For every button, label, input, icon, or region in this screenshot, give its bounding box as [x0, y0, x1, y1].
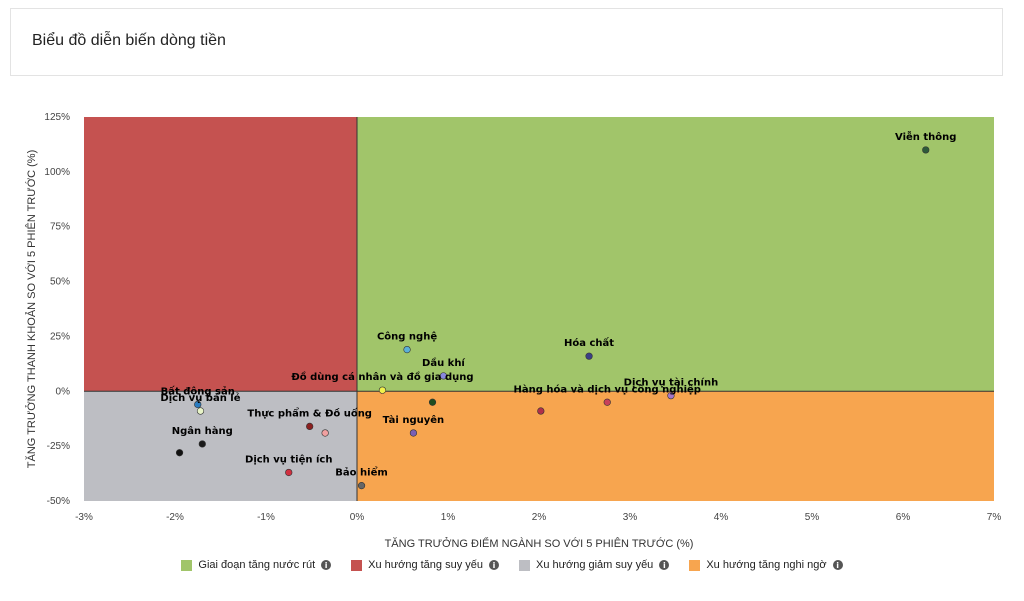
point-label: Tài nguyên [383, 414, 445, 426]
y-tick-label: 100% [44, 167, 70, 178]
info-icon[interactable]: i [489, 560, 499, 570]
y-tick-label: 75% [50, 222, 70, 233]
quadrant-bottom-left [84, 391, 357, 501]
point-label: Thực phẩm & Đồ uống [247, 406, 372, 419]
info-icon[interactable]: i [832, 560, 843, 570]
point-label: Công nghệ [377, 331, 437, 343]
y-tick-label: -50% [47, 496, 70, 507]
x-tick-label: -2% [166, 512, 184, 523]
chart-title-card: Biểu đồ diễn biến dòng tiền [10, 8, 1003, 76]
data-point [196, 407, 205, 415]
legend-swatch [351, 559, 363, 571]
y-axis-label: TĂNG TRƯỞNG THANH KHOẢN SO VỚI 5 PHIÊN T… [25, 150, 38, 468]
x-axis-label: TĂNG TRƯỞNG ĐIỂM NGÀNH SO VỚI 5 PHIÊN TR… [385, 537, 694, 550]
data-point [378, 386, 387, 394]
x-tick-label: 0% [350, 512, 365, 523]
y-tick-label: 0% [56, 386, 71, 397]
y-tick-label: -25% [47, 441, 70, 452]
data-point [321, 429, 329, 437]
data-point [306, 422, 314, 430]
point-label: Dịch vụ tài chính [624, 377, 719, 389]
legend-item-weakening-down[interactable]: Xu hướng giảm suy yếu i [519, 559, 670, 571]
legend-item-weakening-up[interactable]: Xu hướng tăng suy yếu i [351, 559, 499, 571]
data-point [439, 372, 448, 380]
info-icon[interactable]: i [659, 560, 670, 570]
legend-swatch [689, 559, 701, 571]
point-label: Dịch vụ bán lẻ [160, 392, 240, 404]
legend-label: Xu hướng tăng suy yếu [368, 559, 483, 571]
point-label: Đồ dùng cá nhân và đồ gia dụng [291, 370, 473, 383]
y-tick-label: 50% [50, 277, 70, 288]
data-point [198, 440, 206, 448]
legend-item-doubtful-up[interactable]: Xu hướng tăng nghi ngờ i [689, 559, 843, 571]
x-tick-label: 3% [623, 512, 638, 523]
point-label: Ngân hàng [172, 425, 233, 437]
data-point [357, 482, 366, 490]
data-point [428, 398, 437, 406]
data-point [667, 392, 675, 400]
x-tick-label: 4% [714, 512, 729, 523]
x-tick-label: 7% [987, 512, 1002, 523]
point-label: Viễn thông [895, 130, 956, 143]
point-label: Hóa chất [564, 336, 614, 349]
quadrant-bottom-right [357, 391, 994, 501]
data-point [194, 400, 202, 409]
point-label: Hàng hóa và dịch vụ công nghiệp [514, 383, 701, 395]
data-point [922, 146, 930, 154]
x-tick-label: -3% [75, 512, 93, 523]
data-point [175, 449, 184, 457]
info-icon[interactable]: i [321, 560, 332, 570]
legend-swatch [181, 559, 193, 571]
point-label: Dầu khí [422, 357, 465, 369]
quadrant-top-left [84, 117, 357, 392]
x-tick-label: 6% [896, 512, 911, 523]
point-label: Bất động sản [161, 384, 235, 397]
cash-flow-chart: -50% -25% 0% 25% 50% 75% 100% 125% -3% -2% -1% 0% 1%… [25, 112, 1002, 550]
data-point [409, 429, 418, 437]
legend-item-accelerating[interactable]: Giai đoạn tăng nước rút i [181, 559, 332, 571]
data-point [403, 345, 411, 354]
quadrant-top-right [357, 117, 994, 392]
legend-label: Xu hướng tăng nghi ngờ [706, 559, 827, 571]
x-tick-label: 5% [805, 512, 820, 523]
legend-label: Giai đoạn tăng nước rút [198, 559, 316, 571]
data-point [603, 398, 611, 406]
legend-label: Xu hướng giảm suy yếu [536, 559, 654, 571]
y-tick-label: 125% [44, 112, 70, 123]
x-tick-label: -1% [257, 512, 275, 523]
data-point [585, 352, 593, 360]
point-label: Dịch vụ tiện ích [245, 453, 332, 465]
x-tick-label: 2% [532, 512, 547, 523]
point-label: Bảo hiểm [335, 466, 387, 479]
data-point [285, 468, 293, 477]
data-point [537, 407, 545, 415]
x-tick-label: 1% [441, 512, 456, 523]
legend-swatch [519, 559, 530, 571]
chart-title: Biểu đồ diễn biến dòng tiền [32, 32, 226, 49]
y-tick-label: 25% [50, 331, 70, 342]
chart-legend: Giai đoạn tăng nước rút i Xu hướng tăng … [0, 559, 1024, 571]
